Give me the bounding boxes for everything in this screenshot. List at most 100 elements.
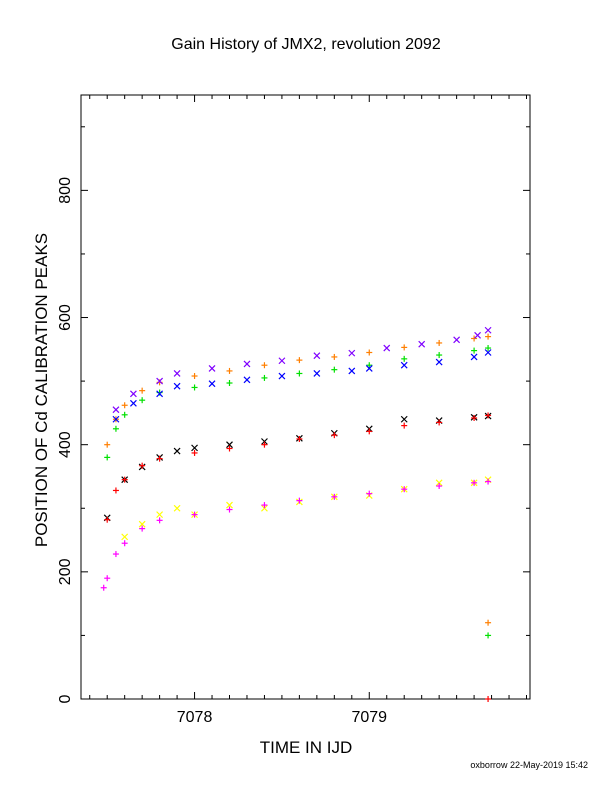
data-point-s1-7 xyxy=(313,352,321,360)
data-point-s1-10 xyxy=(418,340,426,348)
data-point-s7-9 xyxy=(296,497,303,504)
data-point-s1-0 xyxy=(112,406,120,414)
data-point-s6-3 xyxy=(173,504,181,512)
data-point-s7-5 xyxy=(156,517,163,524)
data-points xyxy=(100,326,492,702)
data-point-s0-10 xyxy=(366,349,373,356)
data-point-s4-7 xyxy=(261,438,268,445)
plot-frame xyxy=(80,94,531,700)
data-point-s2-2 xyxy=(121,411,128,418)
data-point-s6-11 xyxy=(435,479,443,487)
data-point-s5-7 xyxy=(261,441,268,448)
data-point-s6-1 xyxy=(138,520,146,528)
data-point-s2-1 xyxy=(112,425,119,432)
data-point-s4-11 xyxy=(400,415,408,423)
data-point-s2-7 xyxy=(261,374,268,381)
data-point-s5-13 xyxy=(471,414,478,421)
data-point-s2-13 xyxy=(471,347,478,354)
data-point-s1-3 xyxy=(173,370,181,377)
data-point-s1-2 xyxy=(156,377,164,385)
data-point-s2-3 xyxy=(139,397,146,404)
data-point-s5-5 xyxy=(191,449,198,456)
axis-ticks: 0 200 400 600 800 7078 7079 xyxy=(57,95,530,726)
data-point-s0-3 xyxy=(139,387,146,394)
data-point-s1-1 xyxy=(129,390,137,398)
data-point-s4-4 xyxy=(173,447,181,455)
data-point-s5-12 xyxy=(436,419,443,426)
x-tick-label: 7079 xyxy=(351,709,387,726)
data-point-s6-6 xyxy=(261,504,268,512)
data-point-s1-8 xyxy=(348,349,356,357)
data-point-s7-11 xyxy=(366,490,373,497)
data-point-s3-1 xyxy=(129,399,137,407)
data-point-s5-10 xyxy=(366,428,373,435)
data-point-s3-6 xyxy=(278,372,286,380)
data-point-s0-12 xyxy=(436,339,443,346)
data-point-s7-3 xyxy=(121,540,128,547)
data-point-s0-6 xyxy=(226,367,233,374)
data-point-s1-5 xyxy=(243,360,251,368)
data-point-s0-0 xyxy=(104,441,111,448)
data-point-s2-14 xyxy=(485,345,492,352)
y-tick-label: 800 xyxy=(57,177,74,204)
data-point-s7-14 xyxy=(471,479,478,486)
data-point-s0-7 xyxy=(261,362,268,369)
data-point-s1-6 xyxy=(278,357,286,365)
data-point-s7-8 xyxy=(261,502,268,509)
data-point-s5-2 xyxy=(121,476,128,483)
y-tick-label: 200 xyxy=(57,558,74,585)
data-point-s5-14 xyxy=(485,412,492,419)
y-axis-label: POSITION OF Cd CALIBRATION PEAKS xyxy=(32,232,51,548)
data-point-s3-9 xyxy=(365,364,373,372)
data-point-s3-10 xyxy=(400,361,408,369)
data-point-s8-0 xyxy=(485,619,492,626)
data-point-s3-3 xyxy=(173,382,181,390)
data-point-s5-0 xyxy=(104,516,111,523)
data-point-s2-9 xyxy=(331,366,338,373)
data-point-s7-0 xyxy=(100,584,107,591)
data-point-s7-10 xyxy=(331,493,338,500)
data-point-s1-9 xyxy=(383,344,391,352)
data-point-s4-5 xyxy=(191,444,198,452)
data-point-s7-13 xyxy=(436,483,443,490)
data-point-s1-4 xyxy=(208,364,216,372)
data-point-s3-11 xyxy=(435,358,443,366)
data-point-s9-0 xyxy=(485,632,492,639)
chart-title: Gain History of JMX2, revolution 2092 xyxy=(171,36,441,53)
data-point-s5-11 xyxy=(401,422,408,429)
data-point-s7-7 xyxy=(226,506,233,513)
data-point-s3-7 xyxy=(313,370,321,377)
data-point-s1-13 xyxy=(484,326,492,334)
data-point-s2-10 xyxy=(366,362,373,369)
data-point-s2-8 xyxy=(296,370,303,377)
data-point-s5-9 xyxy=(331,432,338,439)
data-point-s6-5 xyxy=(226,501,233,509)
footer-credit: oxborrow 22-May-2019 15:42 xyxy=(470,760,588,770)
y-tick-label: 600 xyxy=(57,304,74,331)
y-tick-label: 0 xyxy=(57,694,74,703)
data-point-s10-0 xyxy=(485,696,492,702)
data-point-s3-4 xyxy=(208,380,216,388)
data-point-s0-11 xyxy=(401,344,408,351)
data-point-s0-9 xyxy=(331,353,338,360)
data-point-s3-13 xyxy=(484,349,492,356)
data-point-s2-5 xyxy=(191,384,198,391)
data-point-s1-12 xyxy=(474,331,482,339)
data-point-s1-11 xyxy=(453,336,461,344)
data-point-s7-6 xyxy=(191,511,198,518)
data-point-s5-4 xyxy=(156,455,163,462)
data-point-s0-2 xyxy=(121,402,128,409)
data-point-s3-12 xyxy=(470,353,478,361)
data-point-s3-5 xyxy=(243,376,251,384)
data-point-s7-2 xyxy=(112,551,119,558)
x-axis-label-text: TIME IN IJD xyxy=(259,738,353,757)
data-point-s5-6 xyxy=(226,445,233,452)
data-point-s2-6 xyxy=(226,380,233,387)
data-point-s7-12 xyxy=(401,486,408,493)
data-point-s5-1 xyxy=(112,487,119,494)
data-point-s4-6 xyxy=(226,441,233,449)
data-point-s2-11 xyxy=(401,355,408,362)
y-tick-label: 400 xyxy=(57,431,74,458)
data-point-s6-2 xyxy=(156,511,164,519)
